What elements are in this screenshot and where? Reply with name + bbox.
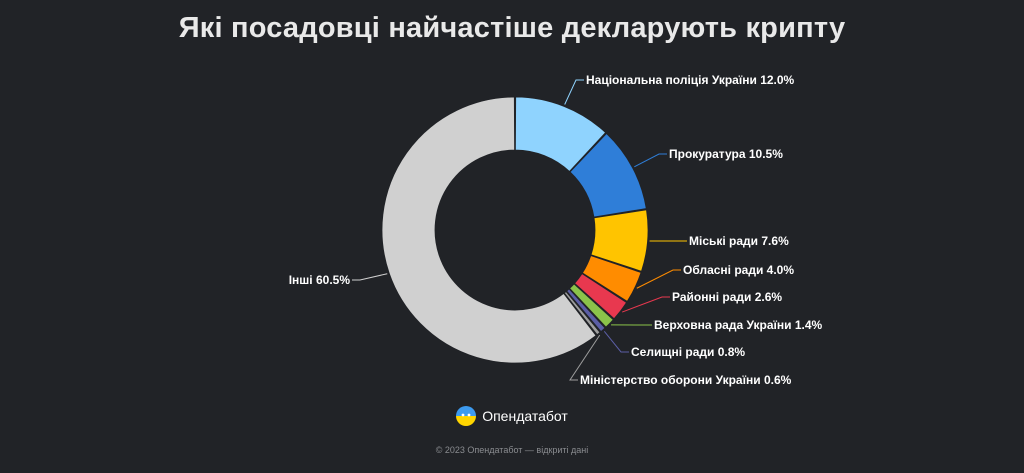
leader-line-1 bbox=[564, 79, 584, 105]
slice-2[interactable] bbox=[569, 132, 647, 218]
data-label-9: Інші 60.5% bbox=[289, 273, 351, 287]
leader-line-4 bbox=[636, 269, 681, 289]
slice-6[interactable] bbox=[569, 283, 614, 328]
data-label-4: Обласні ради 4.0% bbox=[683, 263, 794, 277]
slice-7[interactable] bbox=[566, 288, 606, 333]
footer-copyright: © 2023 Опендатабот — відкриті дані bbox=[435, 445, 589, 455]
leader-line-2 bbox=[634, 153, 667, 168]
data-label-8: Міністерство оборони України 0.6% bbox=[580, 373, 792, 387]
slice-1[interactable] bbox=[515, 96, 607, 172]
slice-5[interactable] bbox=[574, 273, 628, 320]
data-label-7: Селищні ради 0.8% bbox=[631, 345, 745, 359]
slice-4[interactable] bbox=[581, 255, 642, 302]
brand-name: Опендатабот bbox=[482, 408, 568, 424]
chart-title: Які посадовці найчастіше декларують крип… bbox=[178, 12, 846, 44]
data-label-6: Верховна рада України 1.4% bbox=[654, 318, 823, 332]
leader-line-8 bbox=[569, 334, 601, 381]
chart-slices bbox=[381, 96, 649, 364]
brand: Опендатабот bbox=[0, 406, 1024, 426]
leader-line-5 bbox=[622, 296, 670, 313]
data-label-1: Національна поліція України 12.0% bbox=[586, 73, 795, 87]
data-label-5: Районні ради 2.6% bbox=[672, 290, 782, 304]
leader-line-9 bbox=[352, 273, 388, 281]
slice-9[interactable] bbox=[381, 96, 597, 364]
chart-leader-lines bbox=[352, 79, 687, 381]
leader-line-7 bbox=[603, 330, 629, 353]
chart-data-labels: Національна поліція України 12.0% Прокура… bbox=[289, 73, 823, 387]
data-label-2: Прокуратура 10.5% bbox=[669, 147, 783, 161]
slice-8[interactable] bbox=[563, 291, 601, 336]
slice-3[interactable] bbox=[590, 209, 649, 272]
data-label-3: Міські ради 7.6% bbox=[689, 234, 789, 248]
opendatabot-logo-icon bbox=[456, 406, 477, 426]
